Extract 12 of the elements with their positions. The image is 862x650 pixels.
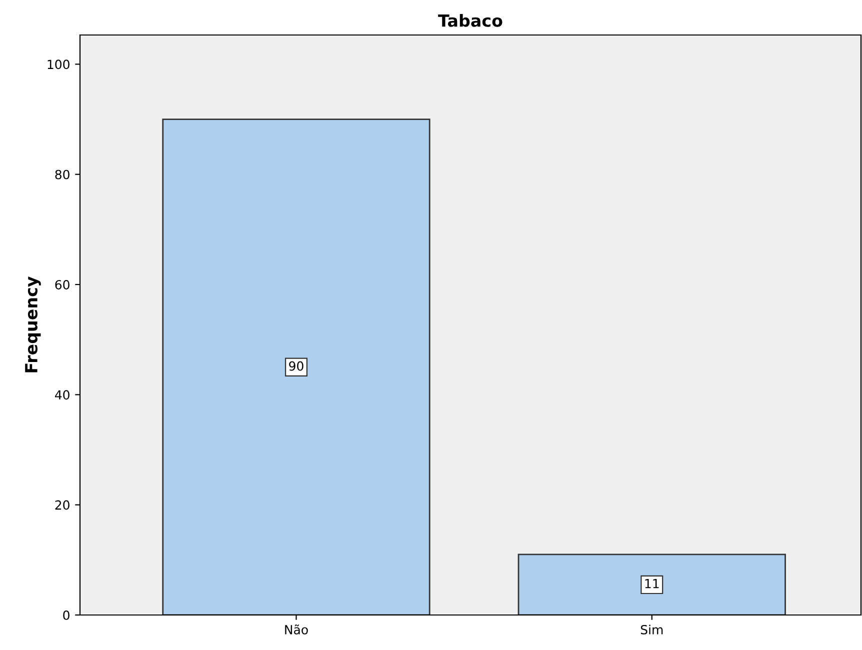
y-axis-title: Frequency [25,276,41,372]
chart-title: Tabaco [438,14,502,27]
x-tick-label: Sim [640,624,663,634]
y-tick-label: 100 [48,60,70,70]
y-tick-label: 60 [55,280,70,290]
y-tick-label: 80 [55,170,70,180]
data-label: 11 [645,579,659,588]
y-tick-label: 20 [55,500,70,510]
x-tick-label: Não [285,624,308,634]
data-label: 90 [289,361,304,371]
y-tick-label: 40 [54,390,70,400]
y-tick-label: 0 [63,610,70,620]
